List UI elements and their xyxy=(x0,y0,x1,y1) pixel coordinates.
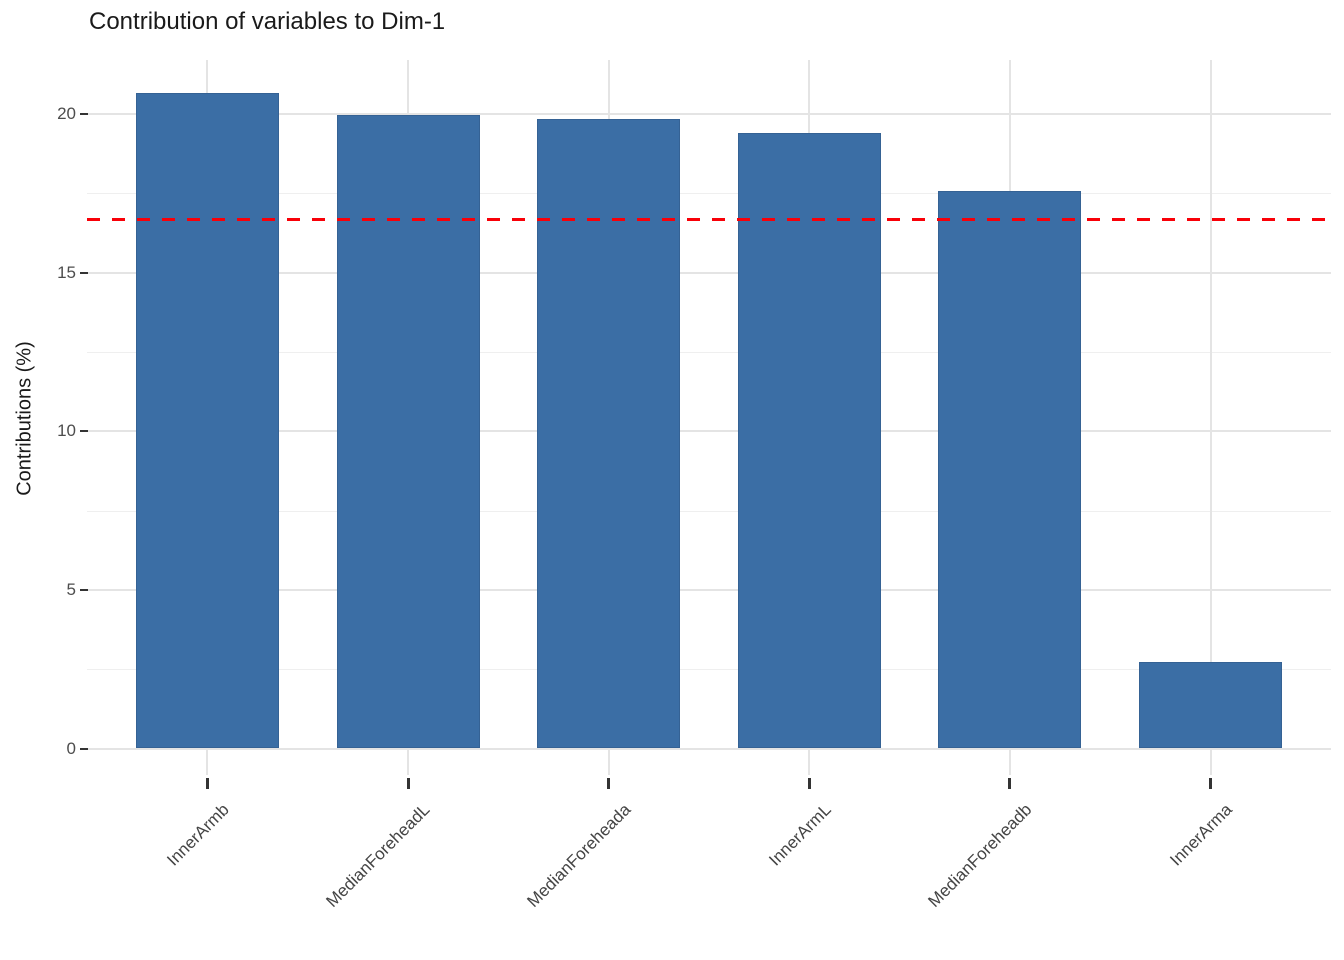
y-axis-tick xyxy=(80,430,88,433)
bar xyxy=(336,114,480,749)
y-tick-label: 10 xyxy=(57,421,76,441)
minor-gridline xyxy=(87,669,1331,671)
vertical-gridline xyxy=(1209,60,1212,775)
bar xyxy=(1139,661,1283,749)
bar xyxy=(938,190,1082,749)
minor-gridline xyxy=(87,351,1331,353)
x-tick-label: MedianForeheadb xyxy=(924,800,1036,912)
x-axis-tick xyxy=(205,778,209,789)
minor-gridline xyxy=(87,510,1331,512)
major-gridline xyxy=(87,271,1331,274)
x-axis-tick xyxy=(406,778,410,789)
x-tick-label: InnerArmb xyxy=(163,800,233,870)
y-axis-tick xyxy=(80,588,88,591)
major-gridline xyxy=(87,430,1331,433)
y-tick-label: 15 xyxy=(57,262,76,282)
major-gridline xyxy=(87,588,1331,591)
bar xyxy=(537,118,681,749)
chart-title: Contribution of variables to Dim-1 xyxy=(89,8,446,35)
y-tick-label: 5 xyxy=(66,579,76,599)
y-axis-tick xyxy=(80,747,88,750)
minor-gridline xyxy=(87,193,1331,195)
reference-line xyxy=(87,218,1331,222)
x-axis-tick xyxy=(807,778,811,789)
x-axis-tick xyxy=(1008,778,1012,789)
y-axis-tick xyxy=(80,271,88,274)
x-axis-tick xyxy=(1209,778,1213,789)
x-tick-label: MedianForeheada xyxy=(523,800,635,912)
y-tick-label: 0 xyxy=(66,738,76,758)
major-gridline xyxy=(87,747,1331,750)
y-axis-title: Contributions (%) xyxy=(13,341,36,496)
bar xyxy=(737,133,881,749)
x-tick-label: InnerArmL xyxy=(765,800,835,870)
x-axis-tick xyxy=(607,778,611,789)
y-tick-label: 20 xyxy=(57,103,76,123)
y-axis-tick xyxy=(80,112,88,115)
bar xyxy=(135,92,279,749)
x-tick-label: InnerArma xyxy=(1166,800,1237,870)
x-tick-label: MedianForeheadL xyxy=(322,800,434,912)
major-gridline xyxy=(87,112,1331,115)
